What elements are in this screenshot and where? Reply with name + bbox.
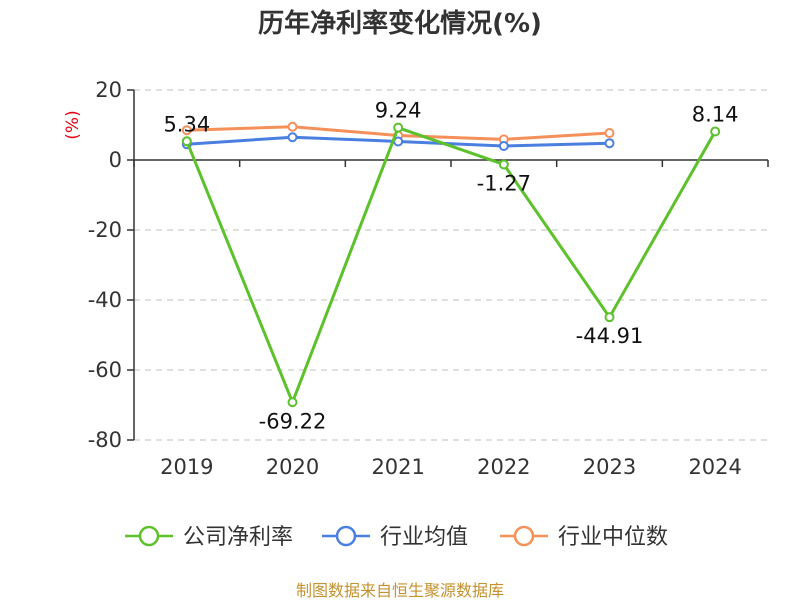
data-label: -1.27 [477,171,531,195]
legend-swatch-marker [335,525,357,547]
data-point [181,125,192,136]
data-label: 9.24 [375,99,422,123]
legend-item: 公司净利率 [125,525,293,550]
axes: 20 0 -20 -40 -60 -80 2019 2020 2021 2022 2023 2024 [88,78,769,479]
data-point [393,122,404,133]
data-label: -44.91 [576,324,644,348]
legend-item: 行业中位数 [500,525,668,550]
y-tick-label: -20 [88,218,122,242]
data-point [287,121,298,132]
y-tick-label: -40 [88,288,122,312]
legend-label: 公司净利率 [183,525,293,550]
y-tick-label: -60 [88,358,122,382]
data-point [604,312,615,323]
x-tick-label: 2023 [583,455,636,479]
data-point [287,397,298,408]
y-tick-label: -80 [88,428,122,452]
x-tick-label: 2019 [160,455,213,479]
chart-title: 历年净利率变化情况(%) [258,8,542,39]
series-line [185,126,717,404]
legend-swatch-marker [513,525,535,547]
data-point [181,136,192,147]
legend: 公司净利率 行业均值 行业中位数 [125,525,668,550]
legend-label: 行业中位数 [558,525,668,550]
series-0 [181,122,721,408]
x-tick-label: 2021 [371,455,424,479]
x-tick-label: 2020 [266,455,319,479]
x-tick-label: 2024 [688,455,741,479]
data-point [287,132,298,143]
data-label: -69.22 [259,409,327,433]
data-point [604,128,615,139]
data-point [604,138,615,149]
data-labels: 5.34 -69.22 9.24 -1.27 -44.91 8.14 [163,99,738,434]
y-tick-label: 0 [109,148,122,172]
legend-item: 行业均值 [322,525,468,550]
x-tick-label: 2022 [477,455,530,479]
footer-source: 制图数据来自恒生聚源数据库 [296,581,504,600]
y-axis-unit: (%) [63,110,83,139]
data-point [498,141,509,151]
data-label: 5.34 [163,112,210,136]
data-point [498,159,509,170]
legend-label: 行业均值 [380,525,468,550]
legend-swatch-marker [138,525,160,547]
y-tick-label: 20 [95,78,122,102]
grid-lines [134,89,768,441]
data-label: 8.14 [692,103,739,127]
series-group [181,121,721,408]
data-point [710,126,721,137]
